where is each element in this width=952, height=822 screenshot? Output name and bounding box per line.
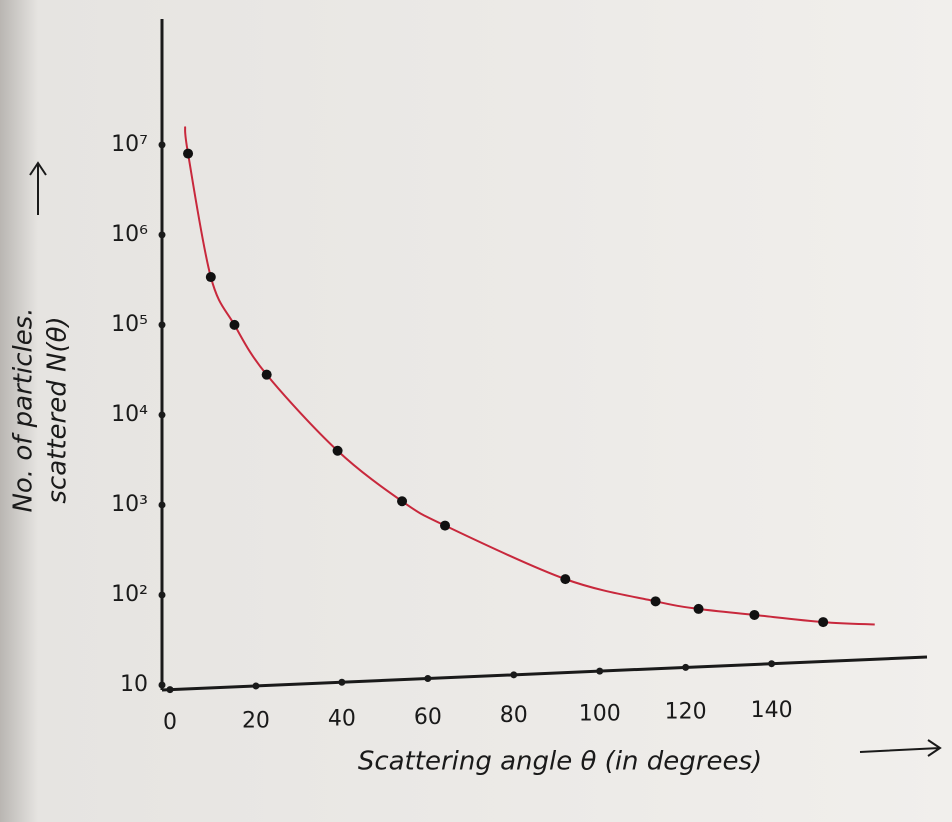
x-tick: [768, 660, 776, 668]
y-tick: [158, 411, 166, 419]
data-point: [261, 369, 272, 380]
x-tick: [166, 686, 174, 694]
y-tick-label: 10: [120, 672, 148, 697]
x-tick-label: 20: [242, 708, 270, 733]
y-tick-label: 10⁷: [111, 132, 148, 157]
x-tick: [252, 682, 260, 690]
data-point: [332, 445, 343, 456]
data-point: [397, 496, 408, 507]
data-point: [205, 272, 216, 283]
x-tick-label: 140: [751, 698, 793, 723]
x-axis-label: Scattering angle θ (in degrees): [358, 747, 762, 777]
data-point: [650, 596, 661, 607]
x-axis: [161, 655, 928, 692]
x-tick: [338, 678, 346, 686]
y-tick: [158, 591, 166, 599]
y-tick-label: 10⁵: [111, 312, 148, 337]
x-tick-label: 0: [163, 710, 177, 735]
y-tick: [158, 501, 166, 509]
y-arrow: [29, 161, 47, 215]
data-point: [183, 148, 194, 159]
y-axis-label: No. of particles. scattered N(θ): [9, 307, 73, 512]
x-tick-label: 60: [414, 705, 442, 730]
y-label-line: scattered N(θ): [43, 316, 73, 503]
y-tick-label: 10²: [111, 582, 148, 607]
x-tick: [682, 663, 690, 671]
data-point: [693, 603, 704, 614]
data-point: [560, 574, 571, 585]
data-point: [440, 520, 451, 531]
x-tick-label: 80: [500, 703, 528, 728]
data-point: [749, 609, 760, 620]
y-label-line: No. of particles.: [9, 307, 39, 512]
y-tick: [158, 321, 166, 329]
y-tick-label: 10³: [111, 492, 148, 517]
x-tick: [596, 667, 604, 675]
data-point: [818, 617, 829, 628]
x-tick-label: 100: [579, 701, 621, 726]
y-tick: [158, 681, 166, 689]
data-point: [229, 319, 240, 330]
y-tick-label: 10⁴: [111, 402, 148, 427]
x-tick-label: 40: [328, 707, 356, 732]
x-arrow: [859, 739, 942, 757]
x-tick-label: 120: [665, 700, 707, 725]
y-tick: [158, 141, 166, 149]
x-tick: [424, 675, 432, 683]
y-tick-label: 10⁶: [111, 222, 148, 247]
x-tick: [510, 671, 518, 679]
y-tick: [158, 231, 166, 239]
